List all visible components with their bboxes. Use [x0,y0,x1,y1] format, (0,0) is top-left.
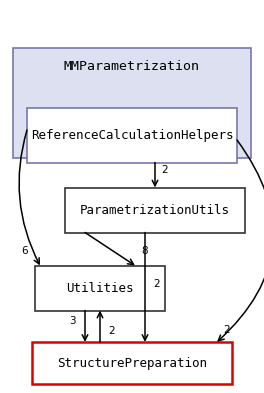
Text: MMParametrization: MMParametrization [64,60,200,73]
FancyBboxPatch shape [32,342,232,384]
Text: 6: 6 [22,246,28,255]
Text: ParametrizationUtils: ParametrizationUtils [80,204,230,217]
Text: Utilities: Utilities [66,281,134,294]
FancyBboxPatch shape [27,108,237,162]
Text: StructurePreparation: StructurePreparation [57,356,207,369]
FancyBboxPatch shape [35,266,165,310]
FancyBboxPatch shape [65,187,245,233]
Text: 8: 8 [142,246,148,257]
FancyBboxPatch shape [13,48,251,158]
Text: 2: 2 [109,326,115,336]
Text: 2: 2 [224,325,230,335]
Text: ReferenceCalculationHelpers: ReferenceCalculationHelpers [31,129,233,141]
Text: 2: 2 [162,165,168,175]
Text: 2: 2 [154,279,160,289]
Text: 3: 3 [69,316,75,326]
